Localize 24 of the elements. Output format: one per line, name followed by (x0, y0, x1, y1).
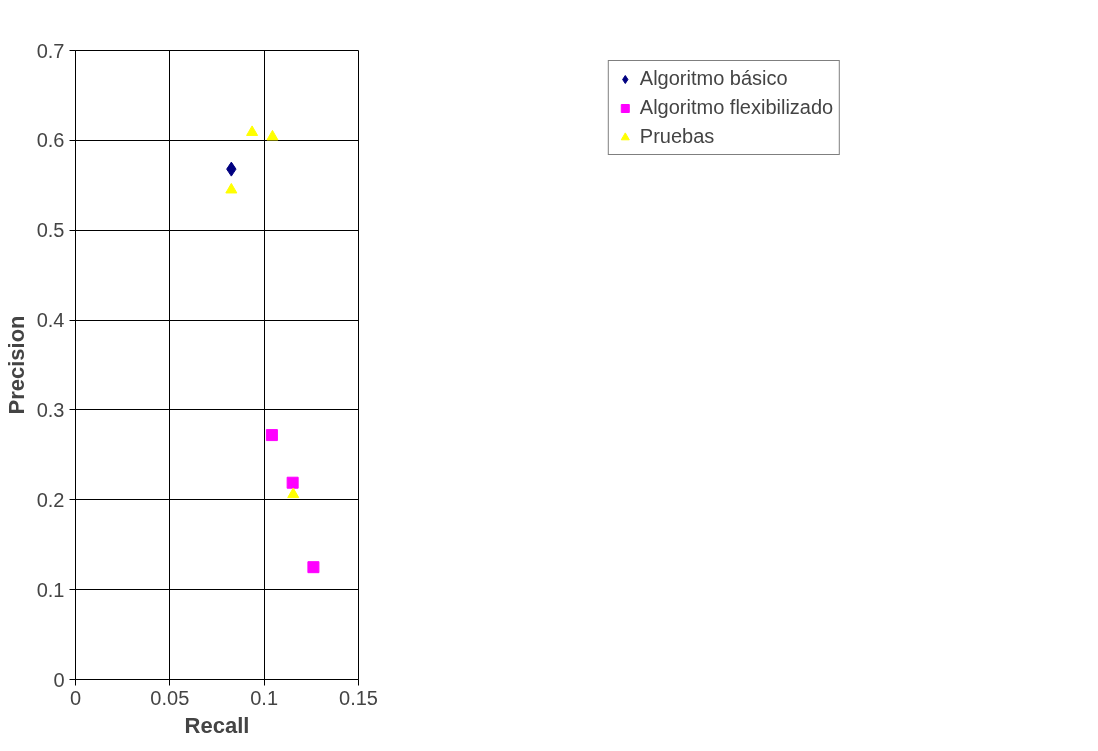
x-tick-label: 0.15 (339, 686, 378, 709)
point (246, 125, 259, 136)
y-tick-label: 0.1 (36, 578, 65, 601)
point (266, 129, 279, 141)
y-tick-label: 0.3 (36, 398, 65, 421)
point (307, 561, 320, 574)
x-tick-label: 0.1 (250, 686, 279, 709)
point (265, 429, 278, 442)
y-tick-label: 0 (53, 668, 65, 691)
x-tick-label: 0.05 (150, 686, 190, 709)
point (287, 487, 300, 499)
y-tick-label: 0.7 (36, 39, 65, 62)
legend-label: Algoritmo básico (639, 67, 788, 90)
x-axis-title: Recall (184, 712, 250, 738)
y-tick-label: 0.2 (36, 488, 65, 511)
y-tick-label: 0.6 (36, 129, 65, 152)
y-tick-label: 0.5 (36, 219, 65, 242)
legend-label: Pruebas (639, 125, 715, 148)
y-tick-label: 0.4 (36, 309, 65, 332)
point (286, 476, 299, 489)
y-axis-title: Precision (3, 315, 29, 415)
legend-label: Algoritmo flexibilizado (639, 96, 834, 119)
x-tick-label: 0 (69, 686, 82, 709)
point (225, 182, 238, 194)
